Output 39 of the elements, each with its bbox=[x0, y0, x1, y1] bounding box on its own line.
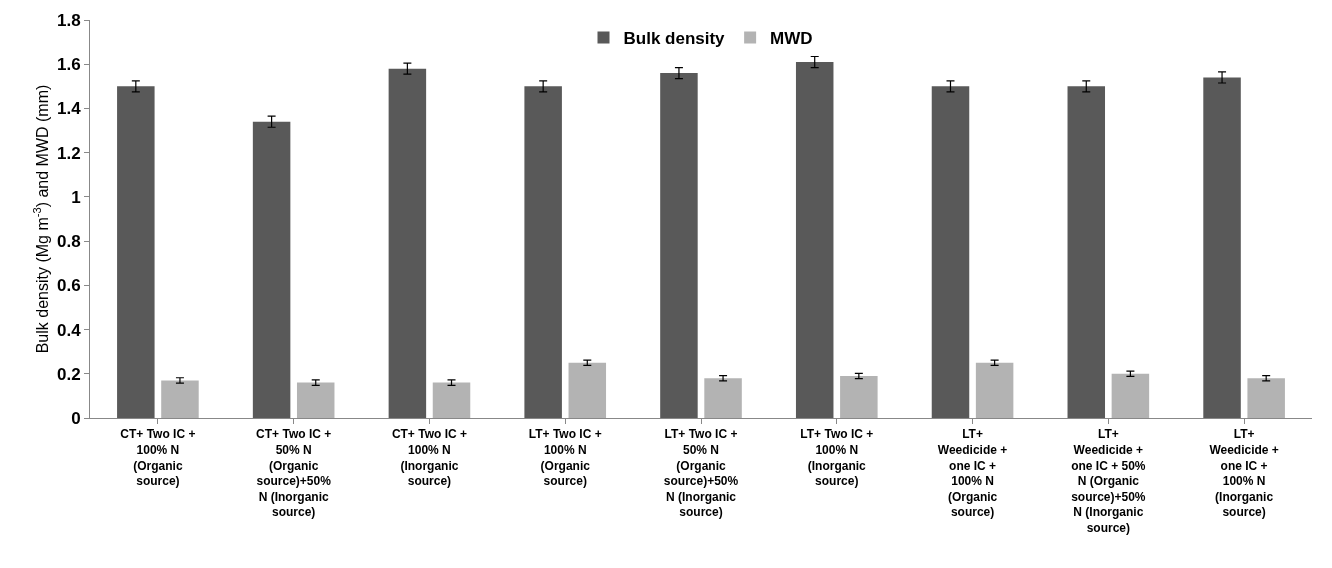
bar bbox=[161, 380, 199, 418]
bar bbox=[1203, 77, 1241, 418]
x-tick-label: LT+ Weedicide + one IC + 50% N (Organic source)+50% N (Inorganic source) bbox=[1071, 427, 1146, 535]
x-tick-label: LT+ Two IC + 50% N (Organic source)+50% N (Inorganic source) bbox=[663, 427, 739, 520]
x-tick-label: LT+ Two IC + 100% N (Organic source) bbox=[528, 427, 602, 489]
bar bbox=[117, 86, 155, 418]
bar bbox=[660, 73, 698, 418]
bar bbox=[252, 121, 291, 418]
bar bbox=[296, 382, 335, 418]
x-tick-label: CT+ Two IC + 100% N (Organic source) bbox=[120, 427, 196, 489]
x-tick-label: LT+ Weedicide + one IC + 100% N (Organic source) bbox=[937, 427, 1008, 520]
bar bbox=[1111, 373, 1150, 418]
x-tick-label: CT+ Two IC + 50% N (Organic source)+50% N (Inorganic source) bbox=[256, 427, 332, 520]
legend-label: Bulk density bbox=[623, 29, 726, 49]
bar bbox=[1247, 378, 1285, 418]
bar bbox=[704, 378, 742, 418]
bar bbox=[795, 62, 834, 418]
y-tick-label: 1 bbox=[71, 187, 81, 207]
bar bbox=[840, 375, 878, 418]
bar bbox=[1067, 86, 1106, 418]
y-tick-label: 0 bbox=[71, 408, 81, 428]
bar bbox=[931, 86, 970, 418]
x-tick-label: LT+ Two IC + 100% N (Inorganic source) bbox=[800, 427, 874, 489]
legend-label: MWD bbox=[770, 29, 813, 49]
bar bbox=[388, 68, 427, 418]
x-tick-label: CT+ Two IC + 100% N (Inorganic source) bbox=[391, 427, 467, 489]
y-tick-label: 0.2 bbox=[56, 364, 81, 384]
bar bbox=[432, 382, 471, 418]
y-tick-label: 1.8 bbox=[56, 10, 81, 30]
x-tick-label: LT+ Weedicide + one IC + 100% N (Inorganic source) bbox=[1209, 427, 1279, 520]
y-tick-label: 1.6 bbox=[56, 55, 81, 75]
bar bbox=[975, 362, 1014, 418]
y-tick-label: 0.6 bbox=[56, 276, 81, 296]
y-tick-label: 1.4 bbox=[56, 99, 82, 119]
y-tick-label: 0.4 bbox=[56, 320, 82, 340]
y-tick-label: 1.2 bbox=[56, 143, 81, 163]
bar bbox=[524, 86, 562, 418]
y-tick-label: 0.8 bbox=[56, 232, 81, 252]
bar bbox=[568, 362, 607, 418]
